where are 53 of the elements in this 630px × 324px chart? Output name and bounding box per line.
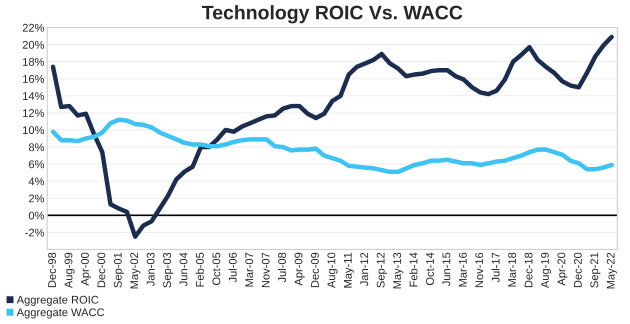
line-series [50,118,614,174]
line-series [50,34,614,239]
y-tick-label: 20% [22,40,44,49]
x-tick-label: May-22 [606,252,617,288]
x-tick-label: Jan-12 [360,252,368,286]
y-tick-label: 4% [28,178,44,186]
x-tick-label: Apr-20 [557,252,568,286]
y-tick-label: 10% [23,126,44,134]
y-tick-label: 18% [23,58,44,66]
x-tick-label: Dec-20 [574,252,582,288]
x-tick-label: Oct-05 [212,252,220,286]
x-tick-label: Nov-16 [475,252,484,288]
x-tick-label: Apr-00 [80,252,92,286]
x-tick-label: Mar-07 [245,252,254,287]
x-tick-label: May-11 [344,252,354,288]
y-tick-label: 22% [22,24,44,32]
x-tick-label: Aug-10 [327,252,338,288]
y-tick-label: 14% [23,92,44,100]
y-tick-label: 12% [23,109,44,117]
x-tick-label: Jul-06 [228,252,237,282]
x-tick-label: Dec-00 [97,252,106,288]
x-tick-label: Feb-14 [409,252,418,287]
x-tick-label: Apr-09 [294,252,305,286]
x-tick-label: Jan-03 [146,252,155,286]
y-tick-label: 16% [23,75,44,83]
x-tick-label: Jun-15 [442,252,450,286]
x-tick-label: Feb-05 [196,252,204,287]
y-tick-label: 8% [28,143,44,152]
x-tick-label: Nov-07 [262,252,270,288]
legend-label: Aggregate WACC [16,308,104,318]
y-tick-label: 2% [28,194,44,202]
x-tick-label: Oct-14 [426,252,434,286]
x-tick-label: Jun-04 [180,252,188,286]
legend-label: Aggregate ROIC [16,296,98,306]
x-tick-label: Sep-01 [114,252,124,288]
x-tick-label: Aug-99 [64,252,75,288]
x-tick-label: Dec-98 [48,252,56,288]
chart-title: Technology ROIC Vs. WACC [202,5,462,24]
x-tick-label: Mar-16 [458,252,467,287]
x-tick-label: Jul-17 [491,252,500,282]
x-tick-label: Sep-03 [163,252,174,288]
y-tick-label: 6% [28,160,44,168]
y-tick-label: 0% [28,212,44,220]
x-tick-label: May-02 [130,252,140,288]
x-tick-label: Aug-19 [541,252,552,288]
x-tick-label: Jul-08 [278,252,286,282]
x-tick-label: May-13 [393,252,404,288]
x-tick-label: Mar-18 [508,252,516,287]
x-tick-label: Dec-18 [524,252,532,288]
y-tick-label: -2% [25,228,44,236]
x-tick-label: Sep-21 [590,252,600,288]
x-tick-label: Sep-12 [376,252,387,288]
x-tick-label: Dec-09 [311,252,319,288]
